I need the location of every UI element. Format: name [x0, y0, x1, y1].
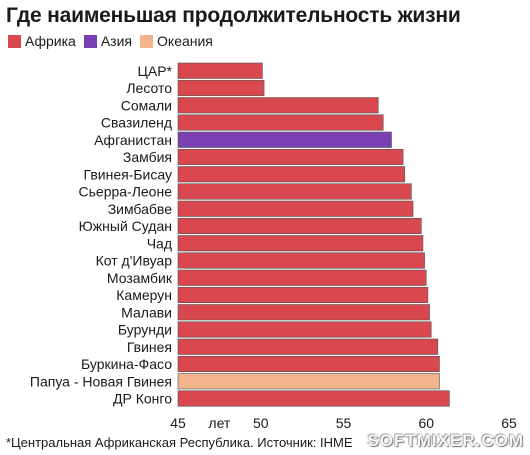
- legend-label-africa: Африка: [25, 33, 76, 49]
- category-label: Чад: [147, 235, 172, 251]
- category-label: Мозамбик: [107, 270, 173, 286]
- category-label: Свазиленд: [101, 115, 172, 131]
- tick-label: 65: [501, 415, 517, 431]
- legend-swatch-asia: [83, 34, 97, 48]
- tick-label: 60: [418, 415, 434, 431]
- category-label: Афганистан: [94, 132, 172, 148]
- bar: [177, 114, 384, 131]
- legend-item-oceania: Океания: [140, 33, 213, 49]
- bar: [177, 321, 432, 338]
- bar: [177, 183, 412, 200]
- chart-title: Где наименьшая продолжительность жизни: [6, 4, 461, 27]
- bar: [177, 252, 425, 269]
- bar: [177, 97, 379, 114]
- category-label: Зимбабве: [108, 201, 173, 217]
- category-label: Гвинея: [127, 339, 172, 355]
- category-label: Сомали: [121, 97, 172, 113]
- bar: [177, 390, 450, 407]
- category-label: Замбия: [123, 149, 172, 165]
- category-label: ДР Конго: [113, 391, 172, 407]
- legend-label-oceania: Океания: [157, 33, 213, 49]
- footnote: *Центральная Африканская Республика. Ист…: [6, 435, 353, 450]
- chart-legend: Африка Азия Океания: [8, 33, 221, 49]
- bar: [177, 304, 430, 321]
- bar: [177, 355, 440, 373]
- legend-swatch-africa: [8, 34, 21, 48]
- category-label: Папуа - Новая Гвинея: [30, 373, 172, 389]
- category-label: Буркина-Фасо: [81, 356, 172, 372]
- category-label: Бурунди: [118, 322, 172, 338]
- bar: [177, 79, 265, 97]
- category-label: Малави: [121, 304, 172, 320]
- bar: [177, 338, 439, 355]
- bar: [177, 148, 404, 166]
- legend-item-africa: Африка: [8, 33, 76, 49]
- tick-label: 55: [336, 415, 352, 431]
- category-label: Южный Судан: [79, 218, 172, 234]
- legend-swatch-oceania: [140, 34, 154, 48]
- category-label: Кот д'Ивуар: [96, 253, 173, 269]
- bar: [177, 373, 440, 390]
- category-label: Сьерра-Леоне: [79, 184, 173, 200]
- category-label: Камерун: [116, 287, 172, 303]
- bar: [177, 131, 392, 148]
- tick-label: 45: [170, 415, 186, 431]
- legend-item-asia: Азия: [83, 33, 133, 49]
- bar: [177, 166, 406, 183]
- bar: [177, 286, 429, 304]
- axis-unit-label: лет: [208, 415, 230, 431]
- bar: [177, 235, 424, 252]
- category-label: ЦАР*: [138, 63, 173, 79]
- legend-label-asia: Азия: [100, 33, 133, 49]
- category-label: Гвинея-Бисау: [84, 166, 172, 182]
- bar: [177, 62, 263, 79]
- bar: [177, 217, 422, 235]
- watermark: SOFTMIXER.COM: [367, 431, 524, 450]
- tick-label: 50: [253, 415, 269, 431]
- category-label: Лесото: [126, 80, 172, 96]
- bar: [177, 269, 427, 286]
- bar: [177, 200, 414, 217]
